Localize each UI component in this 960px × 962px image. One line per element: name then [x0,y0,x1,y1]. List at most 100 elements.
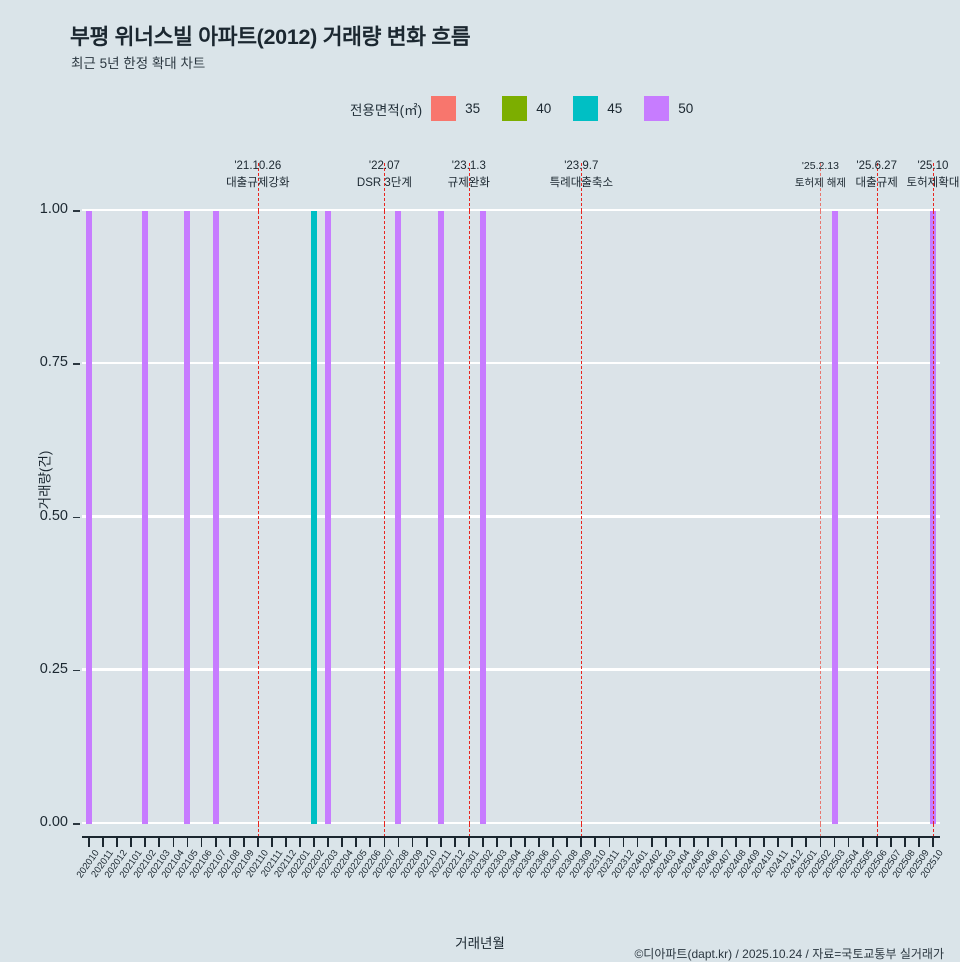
gridline [82,821,940,824]
y-axis-label: 거래량(건) [37,450,53,510]
event-line-extension [468,163,470,211]
x-tick-mark [678,838,681,847]
x-tick-mark [819,838,822,847]
y-tick-label: 0.75 [39,354,68,371]
x-tick-mark [481,838,484,847]
bar[interactable] [86,211,93,824]
x-tick-mark [102,838,104,847]
x-tick-mark [664,838,667,847]
x-axis-label: 거래년월 [455,936,505,951]
chart-legend: 전용면적(㎡) 35 40 45 50 [350,96,693,121]
x-tick-mark [636,838,639,847]
event-line [820,211,822,824]
x-tick-mark [721,838,723,847]
legend-item-45[interactable]: 45 [573,96,644,121]
x-tick-mark [285,838,287,847]
legend-swatch-35 [431,96,457,121]
x-tick-mark [918,838,920,847]
event-line-tick [932,824,934,842]
chart-subtitle: 최근 5년 한정 확대 차트 [71,56,206,71]
event-line [581,211,583,824]
y-tick-label: 0.00 [39,814,68,830]
bar[interactable] [212,211,219,824]
x-tick-mark [158,838,161,847]
x-tick-mark [763,838,766,847]
x-tick-mark [889,838,892,847]
legend-swatch-50 [644,96,670,121]
x-tick-mark [369,838,372,847]
event-line-extension [257,163,259,211]
event-line-extension [384,163,386,211]
x-tick-mark [453,838,456,847]
x-tick-mark [608,838,611,847]
x-tick-mark [510,838,512,847]
x-tick-mark [299,838,301,847]
x-tick-mark [496,838,498,847]
x-tick-mark [355,838,358,847]
x-tick-mark [116,838,119,847]
plot-area [82,163,940,842]
x-tick-mark [270,838,273,847]
legend-swatch-45 [573,96,599,121]
x-tick-mark [932,838,934,847]
chart-title: 부평 위너스빌 아파트(2012) 거래량 변화 흐름 [70,25,471,49]
x-tick-mark [467,838,470,847]
event-line [257,211,259,824]
x-tick-mark [411,838,414,847]
x-axis-line [82,836,940,838]
x-tick-mark [327,838,330,847]
bar[interactable] [311,211,318,824]
gridline [82,208,940,211]
x-tick-mark [566,838,569,847]
legend-item-40[interactable]: 40 [502,96,573,121]
x-tick-mark [313,838,315,847]
x-tick-mark [861,838,864,847]
event-line-tick [876,824,878,842]
bar[interactable] [142,211,149,824]
x-tick-mark [439,838,442,847]
y-tick-label: 0.25 [39,660,68,677]
y-tick-mark [73,516,80,519]
x-tick-mark [397,838,400,847]
event-line-tick [581,824,583,842]
x-tick-mark [777,838,780,847]
legend-title: 전용면적(㎡) [350,102,423,118]
x-tick-mark [524,838,526,847]
bar[interactable] [325,211,332,824]
x-tick-mark [200,838,203,847]
x-tick-mark [256,838,259,847]
x-tick-mark [749,838,751,847]
x-tick-mark [341,838,344,847]
x-tick-mark [707,838,709,847]
legend-label-40: 40 [536,101,552,116]
event-line [468,211,470,824]
x-tick-mark [538,838,541,847]
x-tick-mark [228,838,231,847]
bar[interactable] [831,211,838,824]
legend-swatch-40 [502,96,528,121]
x-tick-mark [144,838,147,847]
y-tick-mark [73,210,80,212]
x-tick-mark [186,838,189,847]
event-line-tick [820,824,822,842]
legend-item-35[interactable]: 35 [431,96,502,121]
legend-label-45: 45 [607,101,623,116]
x-tick-mark [650,838,653,847]
event-line-extension [932,163,934,211]
y-tick-mark [73,823,80,825]
y-tick-mark [73,669,80,672]
gridline [82,515,940,518]
event-line-extension [820,163,822,211]
bar[interactable] [437,211,444,824]
event-line [876,211,878,824]
bar[interactable] [184,211,191,824]
bar[interactable] [395,211,402,824]
x-tick-mark [580,838,583,847]
legend-item-50[interactable]: 50 [644,96,693,121]
legend-label-35: 35 [465,101,481,116]
legend-label-50: 50 [678,101,694,116]
x-tick-mark [805,838,808,847]
bar[interactable] [479,211,486,824]
x-tick-mark [875,838,878,847]
